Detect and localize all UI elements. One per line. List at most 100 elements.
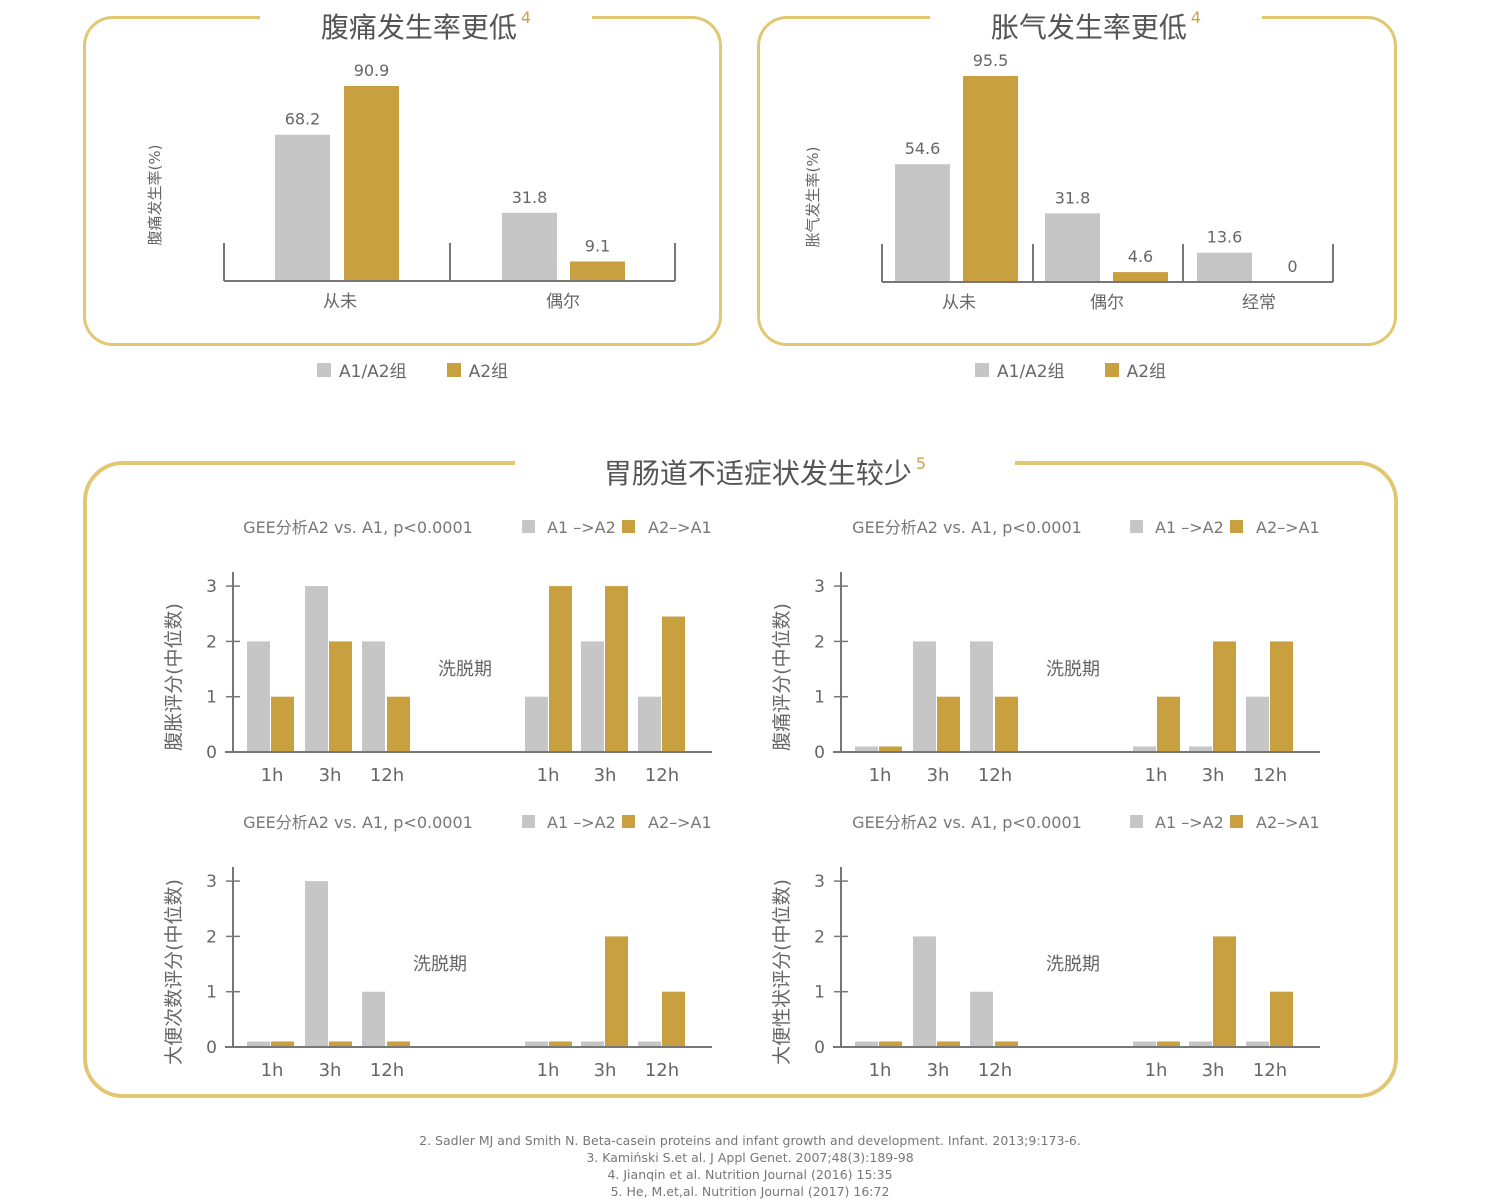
bar-a2-to-a1 [879, 746, 902, 752]
category-label: 12h [978, 1060, 1012, 1081]
legend-swatch-grey [1130, 520, 1143, 533]
chart-title: GEE分析A2 vs. A1, p<0.0001 [243, 813, 473, 832]
bar-a1-to-a2 [1189, 746, 1212, 752]
bar-a1-to-a2 [855, 746, 878, 752]
y-axis-label: 腹痛发生率(%) [146, 145, 164, 246]
reference-item: 2. Sadler MJ and Smith N. Beta-casein pr… [419, 1133, 1081, 1148]
legend-label: A2–>A1 [1256, 813, 1320, 832]
y-tick-label: 3 [206, 577, 217, 597]
bar-a1-to-a2 [525, 696, 548, 752]
y-tick-label: 1 [206, 983, 217, 1003]
abdominal-pain-title-text: 腹痛发生率更低 [320, 11, 517, 44]
bar-value-label: 54.6 [905, 139, 941, 158]
category-label: 1h [869, 765, 892, 786]
bar-a1-to-a2 [581, 641, 604, 752]
legend-swatch-gold [1104, 362, 1119, 377]
washout-label: 洗脱期 [1046, 954, 1100, 975]
bar-a2-to-a1 [549, 1041, 572, 1047]
bar-a1-to-a2 [913, 641, 936, 752]
bar-a2-to-a1 [662, 991, 685, 1047]
bar-a2-to-a1 [1157, 696, 1180, 752]
bar-a2 [570, 261, 625, 281]
category-label: 1h [537, 765, 560, 786]
bar-a2-to-a1 [387, 696, 410, 752]
legend-label: A1 –>A2 [1155, 813, 1224, 832]
legend-swatch-gold [1230, 520, 1243, 533]
bar-a1-to-a2 [1246, 696, 1269, 752]
category-label: 经常 [1242, 293, 1276, 313]
y-tick-label: 0 [206, 1038, 217, 1058]
legend-item-a2: A2组 [446, 357, 509, 382]
category-label: 3h [319, 765, 342, 786]
bar-a2-to-a1 [995, 1041, 1018, 1047]
category-label: 1h [869, 1060, 892, 1081]
reference-item: 4. Jianqin et al. Nutrition Journal (201… [607, 1167, 893, 1182]
category-label: 3h [1202, 1060, 1225, 1081]
y-tick-label: 3 [814, 872, 825, 892]
reference-item: 3. Kamiński S.et al. J Appl Genet. 2007;… [586, 1150, 914, 1165]
category-label: 1h [261, 765, 284, 786]
bar-value-label: 4.6 [1128, 247, 1153, 266]
bar-value-label: 95.5 [973, 51, 1009, 70]
legend-swatch-gold [1230, 815, 1243, 828]
bar-a2-to-a1 [879, 1041, 902, 1047]
category-label: 3h [1202, 765, 1225, 786]
chart-title: GEE分析A2 vs. A1, p<0.0001 [852, 518, 1082, 537]
y-tick-label: 2 [814, 632, 825, 652]
bar-a2-to-a1 [271, 1041, 294, 1047]
bar-value-label: 13.6 [1207, 228, 1243, 247]
legend-item-a2: A2组 [1104, 357, 1166, 382]
legend-label: A2–>A1 [1256, 518, 1320, 537]
bloating-legend: A1/A2组 A2组 [975, 357, 1166, 382]
bar-a1-to-a2 [581, 1041, 604, 1047]
y-tick-label: 1 [206, 688, 217, 708]
legend-swatch-grey [975, 362, 989, 377]
category-label: 从未 [942, 293, 976, 313]
bar-a1-to-a2 [305, 881, 328, 1047]
bar-a1a2 [275, 134, 330, 281]
legend-label: A1 –>A2 [1155, 518, 1224, 537]
bar-a2-to-a1 [329, 1041, 352, 1047]
bar-a1-to-a2 [1189, 1041, 1212, 1047]
category-label: 从未 [323, 292, 357, 312]
y-axis-label: 胀气发生率(%) [804, 147, 822, 248]
reference-item: 5. He, M.et,al. Nutrition Journal (2017)… [610, 1184, 890, 1199]
bar-a1-to-a2 [1246, 1041, 1269, 1047]
y-axis-label: 腹痛评分(中位数) [771, 603, 793, 751]
bar-a2-to-a1 [662, 616, 685, 752]
legend-swatch-gold [622, 520, 635, 533]
abdominal-pain-legend: A1/A2组 A2组 [317, 357, 508, 382]
bar-a2 [1113, 272, 1168, 282]
category-label: 12h [370, 765, 404, 786]
abdominal-pain-title: 腹痛发生率更低 4 [260, 0, 592, 46]
bar-a2-to-a1 [549, 586, 572, 752]
legend-label: A2–>A1 [648, 813, 712, 832]
y-tick-label: 3 [206, 872, 217, 892]
category-label: 12h [645, 1060, 679, 1081]
bar-a2-to-a1 [271, 696, 294, 752]
category-label: 偶尔 [1090, 293, 1124, 313]
legend-label: A2组 [468, 362, 509, 382]
y-tick-label: 0 [814, 1038, 825, 1058]
y-tick-label: 0 [814, 743, 825, 763]
category-label: 1h [1145, 765, 1168, 786]
category-label: 12h [645, 765, 679, 786]
category-label: 1h [1145, 1060, 1168, 1081]
bar-a2-to-a1 [605, 586, 628, 752]
bar-a2-to-a1 [329, 641, 352, 752]
bar-a2-to-a1 [605, 936, 628, 1047]
category-label: 3h [319, 1060, 342, 1081]
washout-label: 洗脱期 [438, 659, 492, 680]
chart-title: GEE分析A2 vs. A1, p<0.0001 [852, 813, 1082, 832]
legend-label: A2–>A1 [648, 518, 712, 537]
bar-a1a2 [1197, 252, 1252, 282]
legend-swatch-grey [522, 815, 535, 828]
legend-label: A1 –>A2 [547, 518, 616, 537]
references: 2. Sadler MJ and Smith N. Beta-casein pr… [0, 1132, 1500, 1200]
bar-a1-to-a2 [362, 641, 385, 752]
washout-label: 洗脱期 [413, 954, 467, 975]
bar-value-label: 31.8 [1055, 188, 1091, 207]
bar-value-label: 9.1 [585, 236, 610, 255]
bar-a2-to-a1 [1157, 1041, 1180, 1047]
